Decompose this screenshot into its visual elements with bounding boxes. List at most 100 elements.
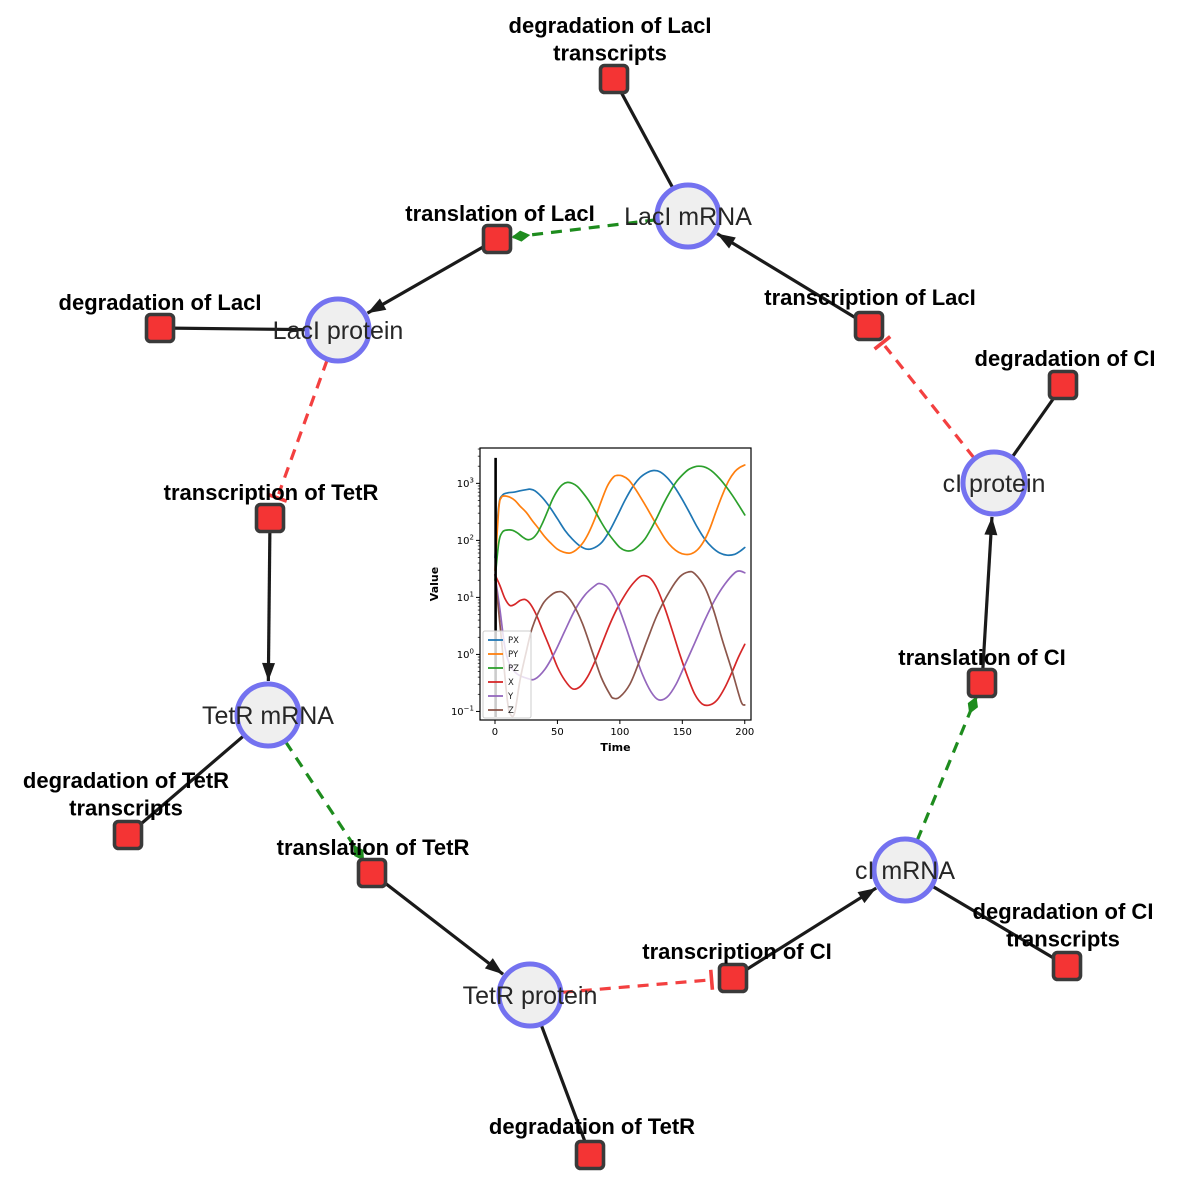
x-tick-label: 200: [735, 727, 754, 738]
arrowhead-icon: [262, 662, 276, 682]
series-line-PX: [494, 469, 746, 559]
reaction-label-deg_laci_tr: degradation of LacI transcripts: [509, 13, 712, 66]
consumption-line: [612, 78, 675, 189]
production-line: [366, 237, 498, 315]
consumption-line: [159, 326, 307, 332]
reaction-node-deg_ci: [1047, 369, 1079, 401]
consumption-line: [931, 884, 1068, 968]
legend-label-Y: Y: [507, 692, 514, 702]
diamond-modifier-icon: [353, 845, 365, 861]
labels-layer: degradation of LacI transcripts translatio…: [23, 13, 1156, 1139]
species-node-laci_protein: [304, 296, 372, 364]
diamond-modifier-icon: [967, 696, 978, 714]
species-node-laci_mrna: [654, 182, 722, 250]
reaction-node-transl_laci: [481, 223, 513, 255]
reaction-node-transc_tetr: [254, 502, 286, 534]
species-label-tetr_protein: TetR protein: [463, 982, 598, 1010]
series-line-X: [494, 573, 746, 707]
edge-production-transl_laci-laci_protein: [366, 237, 498, 315]
reaction-label-transc_tetr: transcription of TetR: [164, 480, 379, 505]
modifier-line: [284, 740, 366, 862]
chart-series: [494, 464, 746, 718]
modifier-line: [915, 695, 978, 842]
edge-modifier-tetr_mrna-transl_tetr: [284, 740, 366, 862]
nodes-layer: [112, 63, 1083, 1171]
legend-label-Z: Z: [508, 706, 514, 716]
edge-consumption-tetr_mrna-deg_tetr_tr: [126, 734, 245, 837]
species-node-ci_mrna: [871, 836, 939, 904]
x-tick-label: 0: [492, 727, 498, 738]
consumption-line: [539, 1024, 592, 1156]
inset-chart: 0 50 100 150 200 10−1 100 101 102 103 PX PY PZ X Y Z Tim…: [425, 438, 767, 756]
reaction-label-transl_laci: translation of LacI: [405, 201, 594, 226]
edge-production-transc_ci-ci_mrna: [732, 886, 878, 980]
tbar-inhibition-icon: [873, 335, 892, 351]
series-line-PY: [494, 464, 746, 572]
arrowhead-icon: [717, 233, 736, 249]
production-line: [732, 886, 878, 980]
diamond-modifier-icon: [511, 230, 531, 242]
edge-consumption-laci_protein-deg_laci: [159, 326, 307, 332]
edge-consumption-laci_mrna-deg_laci_tr: [612, 78, 675, 189]
edge-production-transl_tetr-tetr_protein: [371, 871, 505, 976]
series-line-PZ: [494, 465, 746, 582]
reaction-label-deg_ci: degradation of CI: [975, 346, 1156, 371]
tbar-inhibition-icon: [708, 969, 715, 990]
reaction-node-deg_tetr: [574, 1139, 606, 1171]
reaction-label-transc_ci: transcription of CI: [642, 939, 831, 964]
reaction-node-deg_laci: [144, 312, 176, 344]
legend-label-PX: PX: [508, 636, 519, 646]
production-line: [716, 232, 870, 328]
x-tick-label: 150: [673, 727, 692, 738]
reaction-label-transl_tetr: translation of TetR: [277, 835, 470, 860]
modifier-line: [511, 218, 657, 239]
production-line: [371, 871, 505, 976]
species-node-tetr_protein: [496, 961, 564, 1029]
reaction-label-deg_laci: degradation of LacI: [59, 290, 262, 315]
y-tick-label: 100: [457, 647, 474, 661]
edge-modifier-laci_mrna-transl_laci: [511, 218, 657, 242]
arrowhead-icon: [984, 516, 998, 536]
edge-consumption-tetr_protein-deg_tetr: [539, 1024, 592, 1156]
legend-label-X: X: [508, 678, 514, 688]
reaction-node-transl_tetr: [356, 857, 388, 889]
reaction-label-transc_laci: transcription of LacI: [764, 285, 975, 310]
inhibition-line: [561, 978, 708, 994]
edge-modifier-ci_mrna-transl_ci: [915, 695, 978, 842]
reaction-node-transc_ci: [717, 962, 749, 994]
species-label-tetr_mrna: TetR mRNA: [202, 702, 334, 730]
production-line: [266, 517, 272, 682]
production-line: [980, 516, 994, 684]
reaction-node-deg_tetr_tr: [112, 819, 144, 851]
arrowhead-icon: [857, 888, 877, 904]
y-tick-label: 10−1: [451, 704, 474, 718]
species-node-ci_protein: [960, 449, 1028, 517]
edge-inhibition-ci_protein-transc_laci: [873, 335, 976, 459]
arrowhead-icon: [484, 958, 504, 975]
inhibition-line: [883, 344, 976, 459]
legend-box: [482, 630, 532, 719]
reaction-label-deg_tetr: degradation of TetR: [489, 1114, 695, 1139]
x-tick-label: 100: [610, 727, 629, 738]
y-axis-label: Value: [428, 567, 441, 601]
edge-production-transl_ci-ci_protein: [980, 516, 998, 684]
chart-frame: [479, 447, 752, 721]
consumption-line: [126, 734, 245, 837]
reaction-node-deg_laci_tr: [598, 63, 630, 95]
species-label-laci_mrna: LacI mRNA: [624, 203, 752, 231]
x-axis-label: Time: [600, 741, 630, 754]
reaction-node-deg_ci_tr: [1051, 950, 1083, 982]
x-tick-label: 50: [551, 727, 564, 738]
species-node-tetr_mrna: [234, 681, 302, 749]
edge-production-transc_laci-laci_mrna: [716, 232, 870, 328]
arrowhead-icon: [367, 298, 387, 314]
inhibition-line: [277, 359, 329, 495]
series-line-Z: [494, 570, 746, 718]
edge-inhibition-tetr_protein-transc_ci: [561, 969, 715, 994]
species-label-ci_protein: cI protein: [943, 470, 1046, 498]
edge-consumption-ci_mrna-deg_ci_tr: [931, 884, 1068, 968]
series-line-Y: [494, 570, 746, 701]
edge-inhibition-laci_protein-transc_tetr: [267, 359, 329, 503]
reaction-label-deg_tetr_tr: degradation of TetR transcripts: [23, 768, 229, 821]
